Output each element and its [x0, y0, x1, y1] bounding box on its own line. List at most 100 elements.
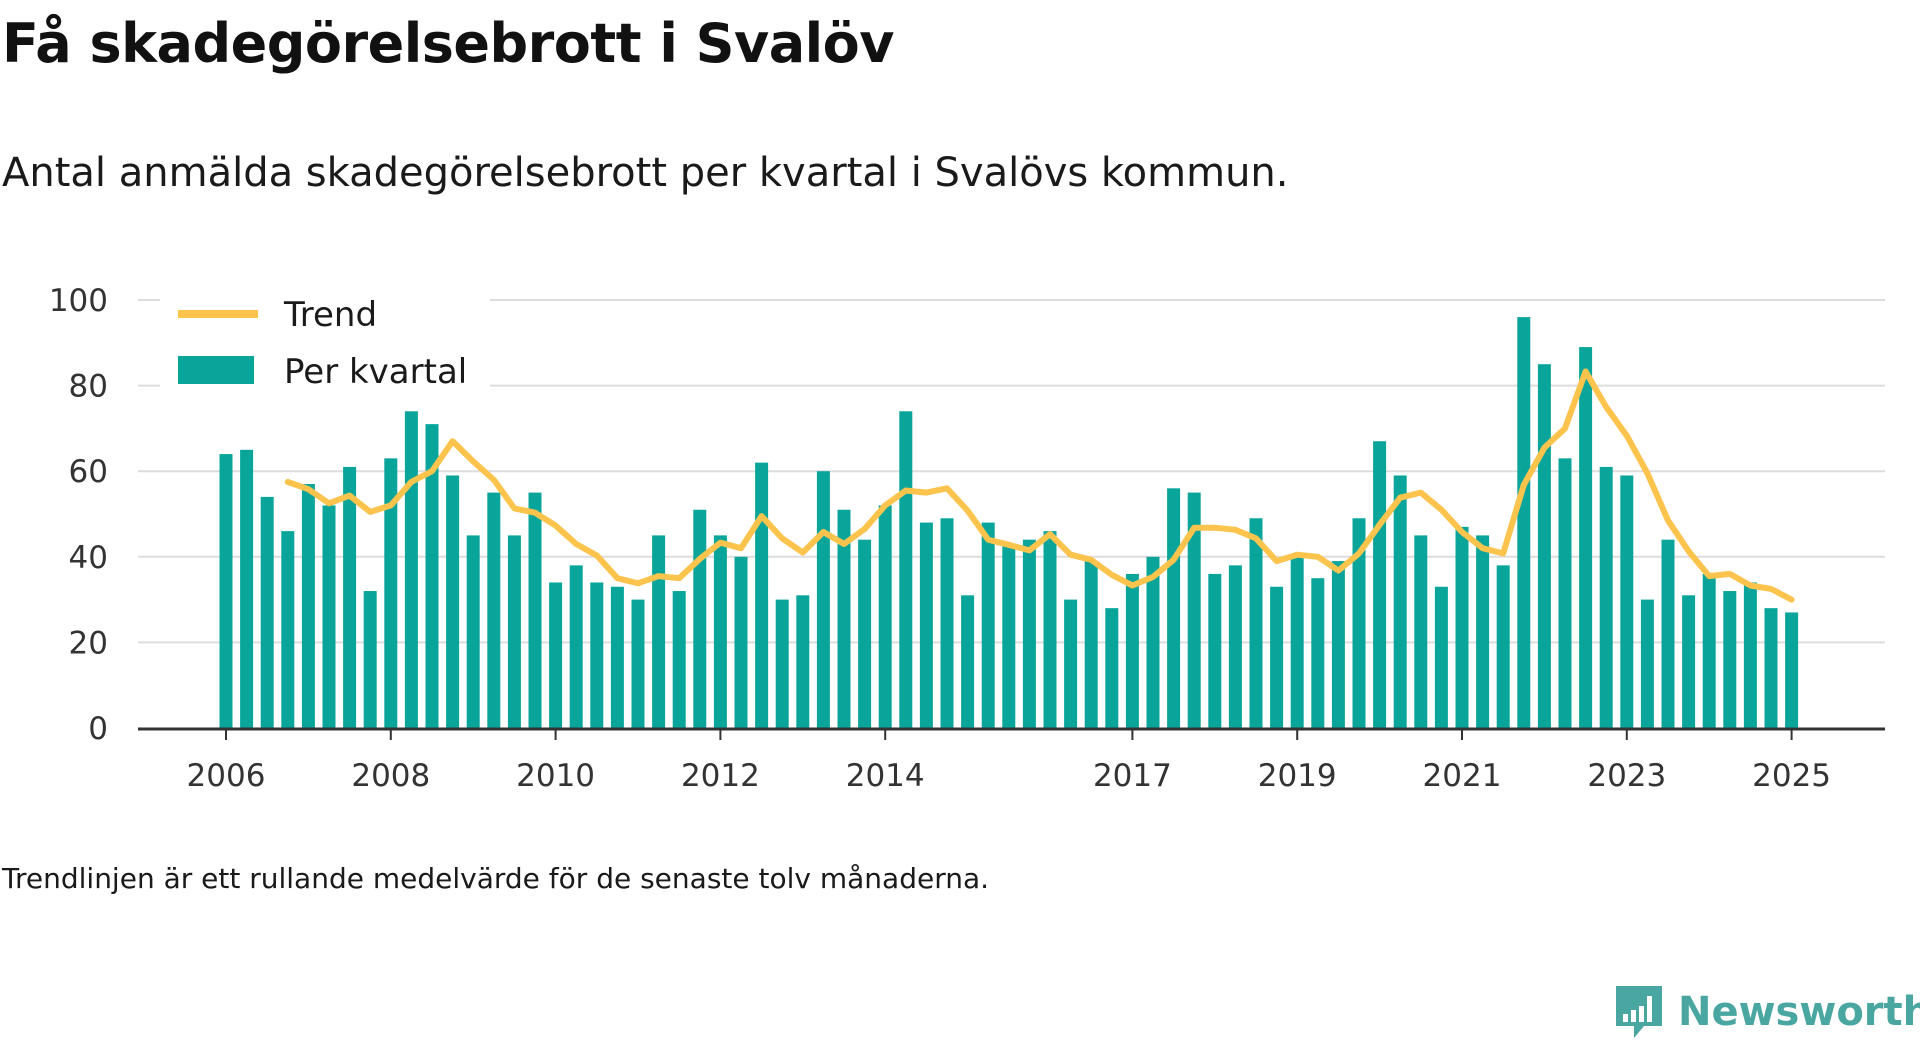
- bar: [1455, 526, 1469, 728]
- y-tick-label: 80: [69, 369, 108, 405]
- bar: [1043, 531, 1057, 728]
- bar: [1496, 565, 1510, 728]
- bar: [713, 535, 727, 728]
- bar: [260, 496, 274, 728]
- brand-logo: Newsworthy: [1614, 980, 1920, 1044]
- bar: [796, 595, 810, 728]
- bar: [1002, 543, 1016, 728]
- x-tick-label: 2019: [1258, 758, 1337, 794]
- bar: [507, 535, 521, 728]
- chart-svg: 0 20 40 60 80 100 2006 2008 2010 2012 2014 2017 201…: [49, 283, 1885, 794]
- bar: [878, 505, 892, 728]
- x-tick-label: 2023: [1587, 758, 1666, 794]
- bar: [487, 492, 501, 728]
- bar: [652, 535, 666, 728]
- bar: [446, 475, 460, 728]
- bar: [858, 539, 872, 728]
- trend-line: [284, 368, 1795, 603]
- bar: [1084, 561, 1098, 728]
- x-tick-label: 2008: [351, 758, 430, 794]
- bar: [466, 535, 480, 728]
- bar: [1537, 364, 1551, 728]
- bar: [1393, 475, 1407, 728]
- y-tick-label: 100: [49, 283, 108, 319]
- bar: [837, 509, 851, 728]
- x-tick-label: 2010: [516, 758, 595, 794]
- bar: [693, 509, 707, 728]
- x-tick-label: 2017: [1093, 758, 1172, 794]
- bar: [1661, 539, 1675, 728]
- y-axis-ticks: 0 20 40 60 80 100: [49, 283, 108, 747]
- bar: [1125, 573, 1139, 728]
- bar: [281, 531, 295, 728]
- chart-footnote: Trendlinjen är ett rullande medelvärde f…: [2, 862, 990, 895]
- bar: [1476, 535, 1490, 728]
- bar: [1517, 317, 1531, 728]
- bar: [1640, 599, 1654, 728]
- trend-series: [284, 368, 1795, 603]
- bar: [1579, 347, 1593, 728]
- y-tick-label: 40: [69, 540, 108, 576]
- bar: [528, 492, 542, 728]
- bar: [1785, 612, 1799, 728]
- bar: [1331, 561, 1345, 728]
- x-tick-label: 2006: [187, 758, 266, 794]
- bar: [672, 591, 686, 728]
- y-tick-label: 60: [69, 454, 108, 490]
- bar: [219, 454, 233, 728]
- bar: [610, 586, 624, 728]
- bar-series: [219, 317, 1799, 728]
- bar: [1764, 608, 1778, 728]
- bar: [1723, 591, 1737, 728]
- x-tick-label: 2025: [1752, 758, 1831, 794]
- x-tick-label: 2014: [846, 758, 925, 794]
- x-axis: 2006 2008 2010 2012 2014 2017 2019 2021 2023 2025: [138, 727, 1885, 794]
- bar: [1064, 599, 1078, 728]
- bar: [755, 462, 769, 728]
- bar: [404, 411, 418, 728]
- bar: [631, 599, 645, 728]
- bar: [1105, 608, 1119, 728]
- bar: [899, 411, 913, 728]
- x-tick-label: 2012: [681, 758, 760, 794]
- bar: [1208, 573, 1222, 728]
- bar: [775, 599, 789, 728]
- legend-swatch-bars: [178, 356, 254, 384]
- bar: [981, 522, 995, 728]
- bar: [961, 595, 975, 728]
- newsworthy-logo-icon: [1616, 986, 1662, 1038]
- bar: [1702, 573, 1716, 728]
- chart-title: Få skadegörelsebrott i Svalöv: [2, 12, 894, 75]
- bar: [1682, 595, 1696, 728]
- legend-label-trend: Trend: [283, 295, 377, 335]
- bar: [569, 565, 583, 728]
- bar: [1187, 492, 1201, 728]
- bar: [1167, 488, 1181, 728]
- legend-label-bars: Per kvartal: [284, 352, 467, 392]
- bar: [240, 449, 254, 728]
- bar: [919, 522, 933, 728]
- bar: [734, 556, 748, 728]
- bar: [1373, 441, 1387, 728]
- bar: [1270, 586, 1284, 728]
- bar: [549, 582, 563, 728]
- bar: [1352, 518, 1366, 728]
- x-tick-label: 2021: [1423, 758, 1502, 794]
- bar: [301, 484, 315, 728]
- bar: [1558, 458, 1572, 728]
- bar: [1290, 556, 1304, 728]
- bar: [816, 471, 830, 728]
- bar: [1414, 535, 1428, 728]
- legend: Trend Per kvartal: [160, 290, 490, 410]
- y-tick-label: 0: [88, 711, 108, 747]
- bar: [425, 424, 439, 728]
- bar: [1311, 578, 1325, 728]
- bar: [1249, 518, 1263, 728]
- bar: [1022, 539, 1036, 728]
- bar: [1146, 556, 1160, 728]
- bar: [1599, 466, 1613, 728]
- bar: [1434, 586, 1448, 728]
- bar: [322, 505, 336, 728]
- bar: [343, 466, 357, 728]
- chart-subtitle: Antal anmälda skadegörelsebrott per kvar…: [2, 150, 1289, 196]
